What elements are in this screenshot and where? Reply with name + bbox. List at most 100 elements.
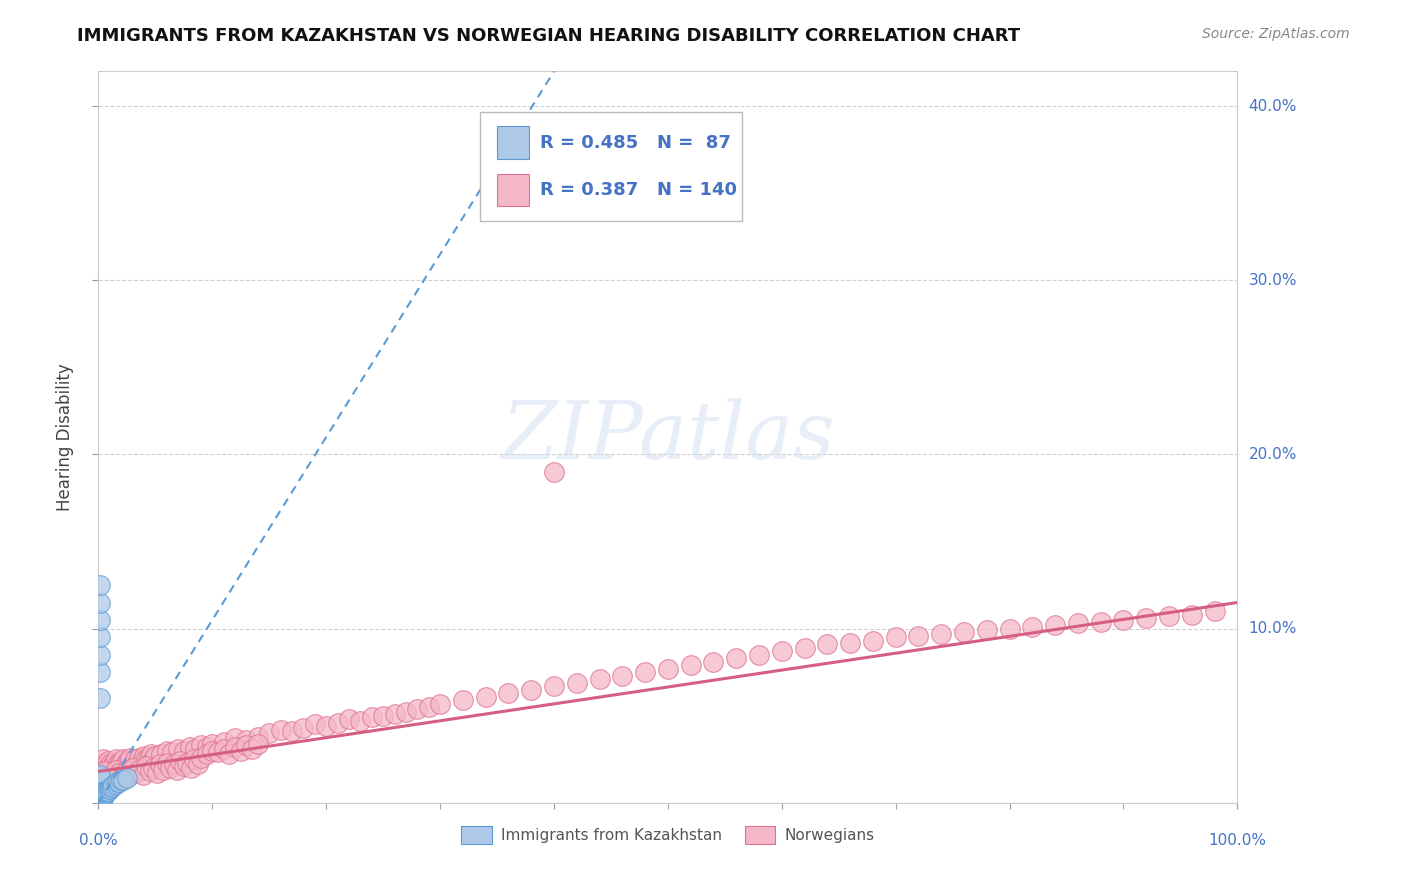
Point xyxy=(90,787,112,801)
Point xyxy=(270,723,292,737)
Point xyxy=(90,790,112,805)
Point xyxy=(89,775,111,789)
Point xyxy=(89,595,111,609)
FancyBboxPatch shape xyxy=(498,127,529,160)
Point xyxy=(89,794,111,808)
Point xyxy=(94,757,117,772)
Point xyxy=(1021,620,1043,634)
Point xyxy=(588,672,610,686)
Point xyxy=(139,747,162,761)
Point xyxy=(612,668,634,682)
Point xyxy=(543,465,565,479)
Point xyxy=(1043,618,1066,632)
FancyBboxPatch shape xyxy=(479,112,742,221)
Point xyxy=(89,794,111,808)
Point xyxy=(190,739,212,753)
Point xyxy=(89,792,111,806)
Point xyxy=(166,763,188,777)
Point xyxy=(543,679,565,693)
Point xyxy=(304,717,326,731)
Legend: Immigrants from Kazakhstan, Norwegians: Immigrants from Kazakhstan, Norwegians xyxy=(456,820,880,850)
Point xyxy=(1112,613,1135,627)
Point xyxy=(292,721,315,735)
Point xyxy=(162,757,184,772)
Point xyxy=(89,794,111,808)
Point xyxy=(218,747,240,761)
Point xyxy=(90,790,112,805)
Point xyxy=(89,648,111,662)
Point xyxy=(360,710,382,724)
Point xyxy=(90,792,112,806)
Point xyxy=(114,756,136,770)
Point xyxy=(679,658,702,673)
Point xyxy=(201,737,224,751)
Point xyxy=(121,761,143,775)
Text: 100.0%: 100.0% xyxy=(1208,833,1267,848)
Point xyxy=(1157,609,1180,624)
Point xyxy=(120,750,142,764)
Point xyxy=(111,770,134,784)
Point xyxy=(138,750,160,764)
Point xyxy=(105,775,128,789)
Point xyxy=(89,789,111,803)
Point xyxy=(128,763,150,777)
Text: R = 0.387   N = 140: R = 0.387 N = 140 xyxy=(540,181,737,199)
Point xyxy=(246,730,269,744)
Point xyxy=(1204,604,1226,618)
Point xyxy=(149,757,172,772)
Point xyxy=(101,768,124,782)
Text: 0.0%: 0.0% xyxy=(79,833,118,848)
Point xyxy=(169,754,191,768)
Point xyxy=(97,781,120,796)
Point xyxy=(98,781,121,796)
Point xyxy=(145,748,167,763)
Point xyxy=(184,741,207,756)
Point xyxy=(953,625,976,640)
Point xyxy=(224,740,246,755)
Point xyxy=(395,705,418,719)
Point xyxy=(657,662,679,676)
Point xyxy=(770,644,793,658)
Point xyxy=(89,790,111,805)
Point xyxy=(114,764,136,779)
Point xyxy=(121,757,143,772)
Point xyxy=(89,790,111,805)
Point xyxy=(156,756,179,770)
Point xyxy=(159,761,181,775)
Point xyxy=(90,792,112,806)
Point xyxy=(235,739,257,753)
Point xyxy=(125,766,148,780)
Point xyxy=(132,748,155,763)
Point xyxy=(101,780,124,794)
Point xyxy=(89,783,111,797)
Point xyxy=(150,747,173,761)
Point xyxy=(89,789,111,803)
Point xyxy=(195,740,218,755)
Point xyxy=(100,780,122,794)
Point xyxy=(91,752,114,766)
Point xyxy=(173,743,195,757)
Point xyxy=(1181,607,1204,622)
Point xyxy=(93,761,115,775)
Point xyxy=(815,637,838,651)
Point xyxy=(498,686,520,700)
Point xyxy=(89,792,111,806)
Text: 10.0%: 10.0% xyxy=(1249,621,1296,636)
Point xyxy=(326,715,349,730)
Point xyxy=(384,706,406,721)
Point xyxy=(89,794,111,808)
Point xyxy=(127,756,149,770)
Point xyxy=(195,747,218,761)
Point xyxy=(91,789,114,803)
Point xyxy=(89,794,111,808)
Point xyxy=(89,794,111,808)
Point xyxy=(108,775,131,789)
Point xyxy=(108,757,131,772)
Point xyxy=(224,731,246,746)
Point xyxy=(97,759,120,773)
Point xyxy=(229,743,252,757)
Point xyxy=(89,778,111,792)
Point xyxy=(96,783,118,797)
Point xyxy=(94,787,117,801)
Point xyxy=(89,792,111,806)
